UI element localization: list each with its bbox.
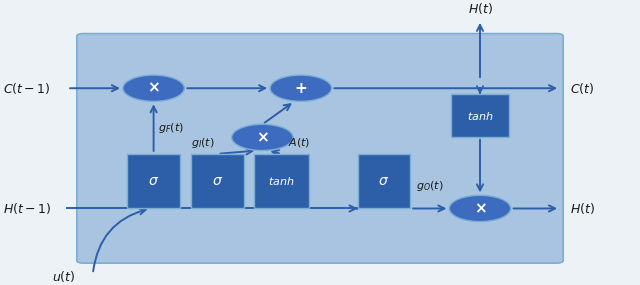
- FancyBboxPatch shape: [358, 154, 410, 209]
- Text: $H(t-1)$: $H(t-1)$: [3, 201, 51, 216]
- FancyBboxPatch shape: [451, 94, 509, 137]
- FancyBboxPatch shape: [127, 154, 180, 209]
- Text: $\sigma$: $\sigma$: [212, 174, 223, 188]
- Text: $C(t-1)$: $C(t-1)$: [3, 81, 51, 96]
- Text: $\sigma$: $\sigma$: [148, 174, 159, 188]
- Text: ×: ×: [256, 130, 269, 145]
- Text: $u(t)$: $u(t)$: [52, 269, 76, 284]
- FancyBboxPatch shape: [77, 34, 563, 263]
- Text: $H(t)$: $H(t)$: [467, 1, 493, 16]
- Text: $g_F(t)$: $g_F(t)$: [158, 121, 184, 135]
- Text: $tanh$: $tanh$: [467, 109, 493, 122]
- Text: $A(t)$: $A(t)$: [288, 137, 310, 149]
- Text: ×: ×: [147, 81, 160, 96]
- Text: $g_O(t)$: $g_O(t)$: [416, 180, 444, 194]
- Circle shape: [123, 75, 184, 101]
- Circle shape: [232, 124, 293, 150]
- Circle shape: [270, 75, 332, 101]
- Text: +: +: [294, 81, 307, 96]
- FancyBboxPatch shape: [191, 154, 244, 209]
- Text: $C(t)$: $C(t)$: [570, 81, 594, 96]
- Text: ×: ×: [474, 201, 486, 216]
- Text: $tanh$: $tanh$: [268, 175, 295, 187]
- FancyBboxPatch shape: [254, 154, 309, 209]
- Text: $H(t)$: $H(t)$: [570, 201, 595, 216]
- Circle shape: [449, 195, 511, 222]
- Text: $\sigma$: $\sigma$: [378, 174, 390, 188]
- Text: $g_I(t)$: $g_I(t)$: [191, 136, 214, 150]
